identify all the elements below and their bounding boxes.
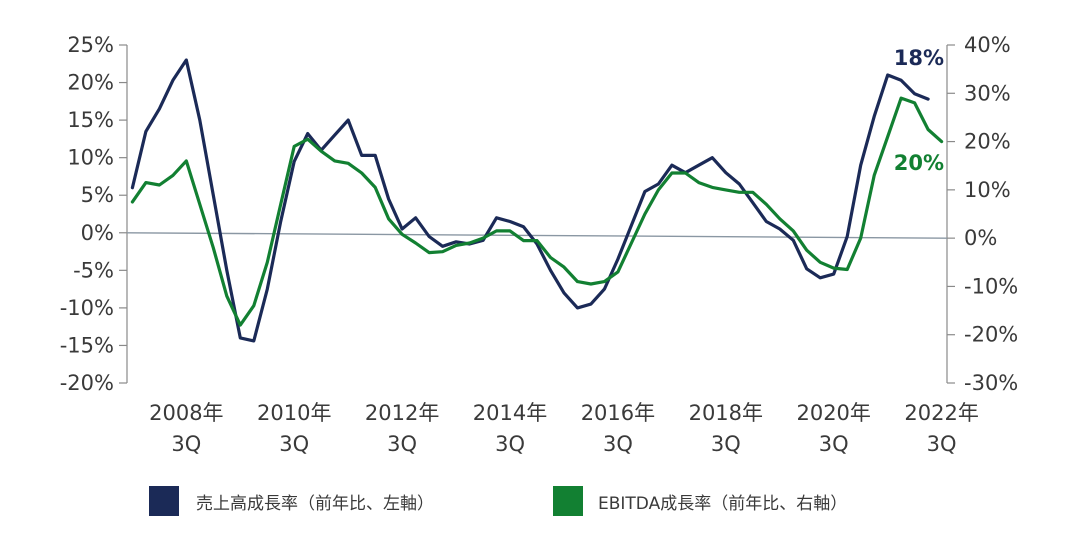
- left-y-axis: 25% 20% 15% 10% 5% 0% -5% -10% -15% -20%: [60, 33, 128, 395]
- end-labels: 18% 20%: [894, 46, 944, 175]
- zero-lines: [126, 232, 948, 239]
- right-y-axis: 40% 30% 20% 10% 0% -10% -20% -30%: [946, 33, 1018, 395]
- series-line-ebitda: [130, 96, 944, 327]
- right-tick-label: 30%: [964, 81, 1011, 105]
- series-lines: [130, 58, 944, 343]
- x-axis: 2008年 3Q 2010年 3Q 2012年 3Q 2014年 3Q 2016年 3Q 2018年…: [149, 401, 979, 456]
- right-tick-label: -20%: [964, 323, 1018, 347]
- x-tick-label-quarter: 3Q: [927, 432, 957, 456]
- left-tick-label: -5%: [73, 258, 114, 282]
- legend-swatch-ebitda: [553, 486, 583, 516]
- x-tick-label-quarter: 3Q: [387, 432, 417, 456]
- series-line-revenue: [130, 58, 930, 343]
- x-tick-label-quarter: 3Q: [603, 432, 633, 456]
- x-tick-label-quarter: 3Q: [279, 432, 309, 456]
- x-tick-label-quarter: 3Q: [711, 432, 741, 456]
- x-tick-label-year: 2014年: [473, 401, 547, 425]
- end-label-revenue: 18%: [894, 46, 944, 70]
- x-tick-label-quarter: 3Q: [819, 432, 849, 456]
- left-tick-label: 0%: [81, 221, 114, 245]
- x-tick-label-year: 2020年: [796, 401, 870, 425]
- left-tick-label: 25%: [67, 33, 114, 57]
- right-tick-label: -10%: [964, 274, 1018, 298]
- left-tick-label: -10%: [60, 296, 114, 320]
- legend-swatch-revenue: [149, 486, 179, 516]
- left-tick-label: 10%: [67, 146, 114, 170]
- left-tick-label: 15%: [67, 108, 114, 132]
- x-tick-label-year: 2016年: [581, 401, 655, 425]
- x-tick-label-quarter: 3Q: [495, 432, 525, 456]
- x-tick-label-quarter: 3Q: [171, 432, 201, 456]
- right-tick-label: 20%: [964, 130, 1011, 154]
- right-tick-label: 40%: [964, 33, 1011, 57]
- legend: 売上高成長率（前年比、左軸） EBITDA成長率（前年比、右軸）: [149, 486, 847, 516]
- x-tick-label-year: 2022年: [904, 401, 978, 425]
- x-tick-label-year: 2018年: [689, 401, 763, 425]
- left-tick-label: -20%: [60, 371, 114, 395]
- left-tick-label: 5%: [81, 183, 114, 207]
- legend-label-revenue: 売上高成長率（前年比、左軸）: [196, 494, 434, 514]
- right-tick-label: 10%: [964, 178, 1011, 202]
- legend-label-ebitda: EBITDA成長率（前年比、右軸）: [598, 494, 847, 514]
- x-tick-label-year: 2012年: [365, 401, 439, 425]
- x-tick-label-year: 2008年: [149, 401, 223, 425]
- right-tick-label: -30%: [964, 371, 1018, 395]
- right-tick-label: 0%: [964, 226, 997, 250]
- end-label-ebitda: 20%: [894, 151, 944, 175]
- x-tick-label-year: 2010年: [257, 401, 331, 425]
- left-tick-label: 20%: [67, 71, 114, 95]
- zero-line: [126, 232, 948, 239]
- left-tick-label: -15%: [60, 333, 114, 357]
